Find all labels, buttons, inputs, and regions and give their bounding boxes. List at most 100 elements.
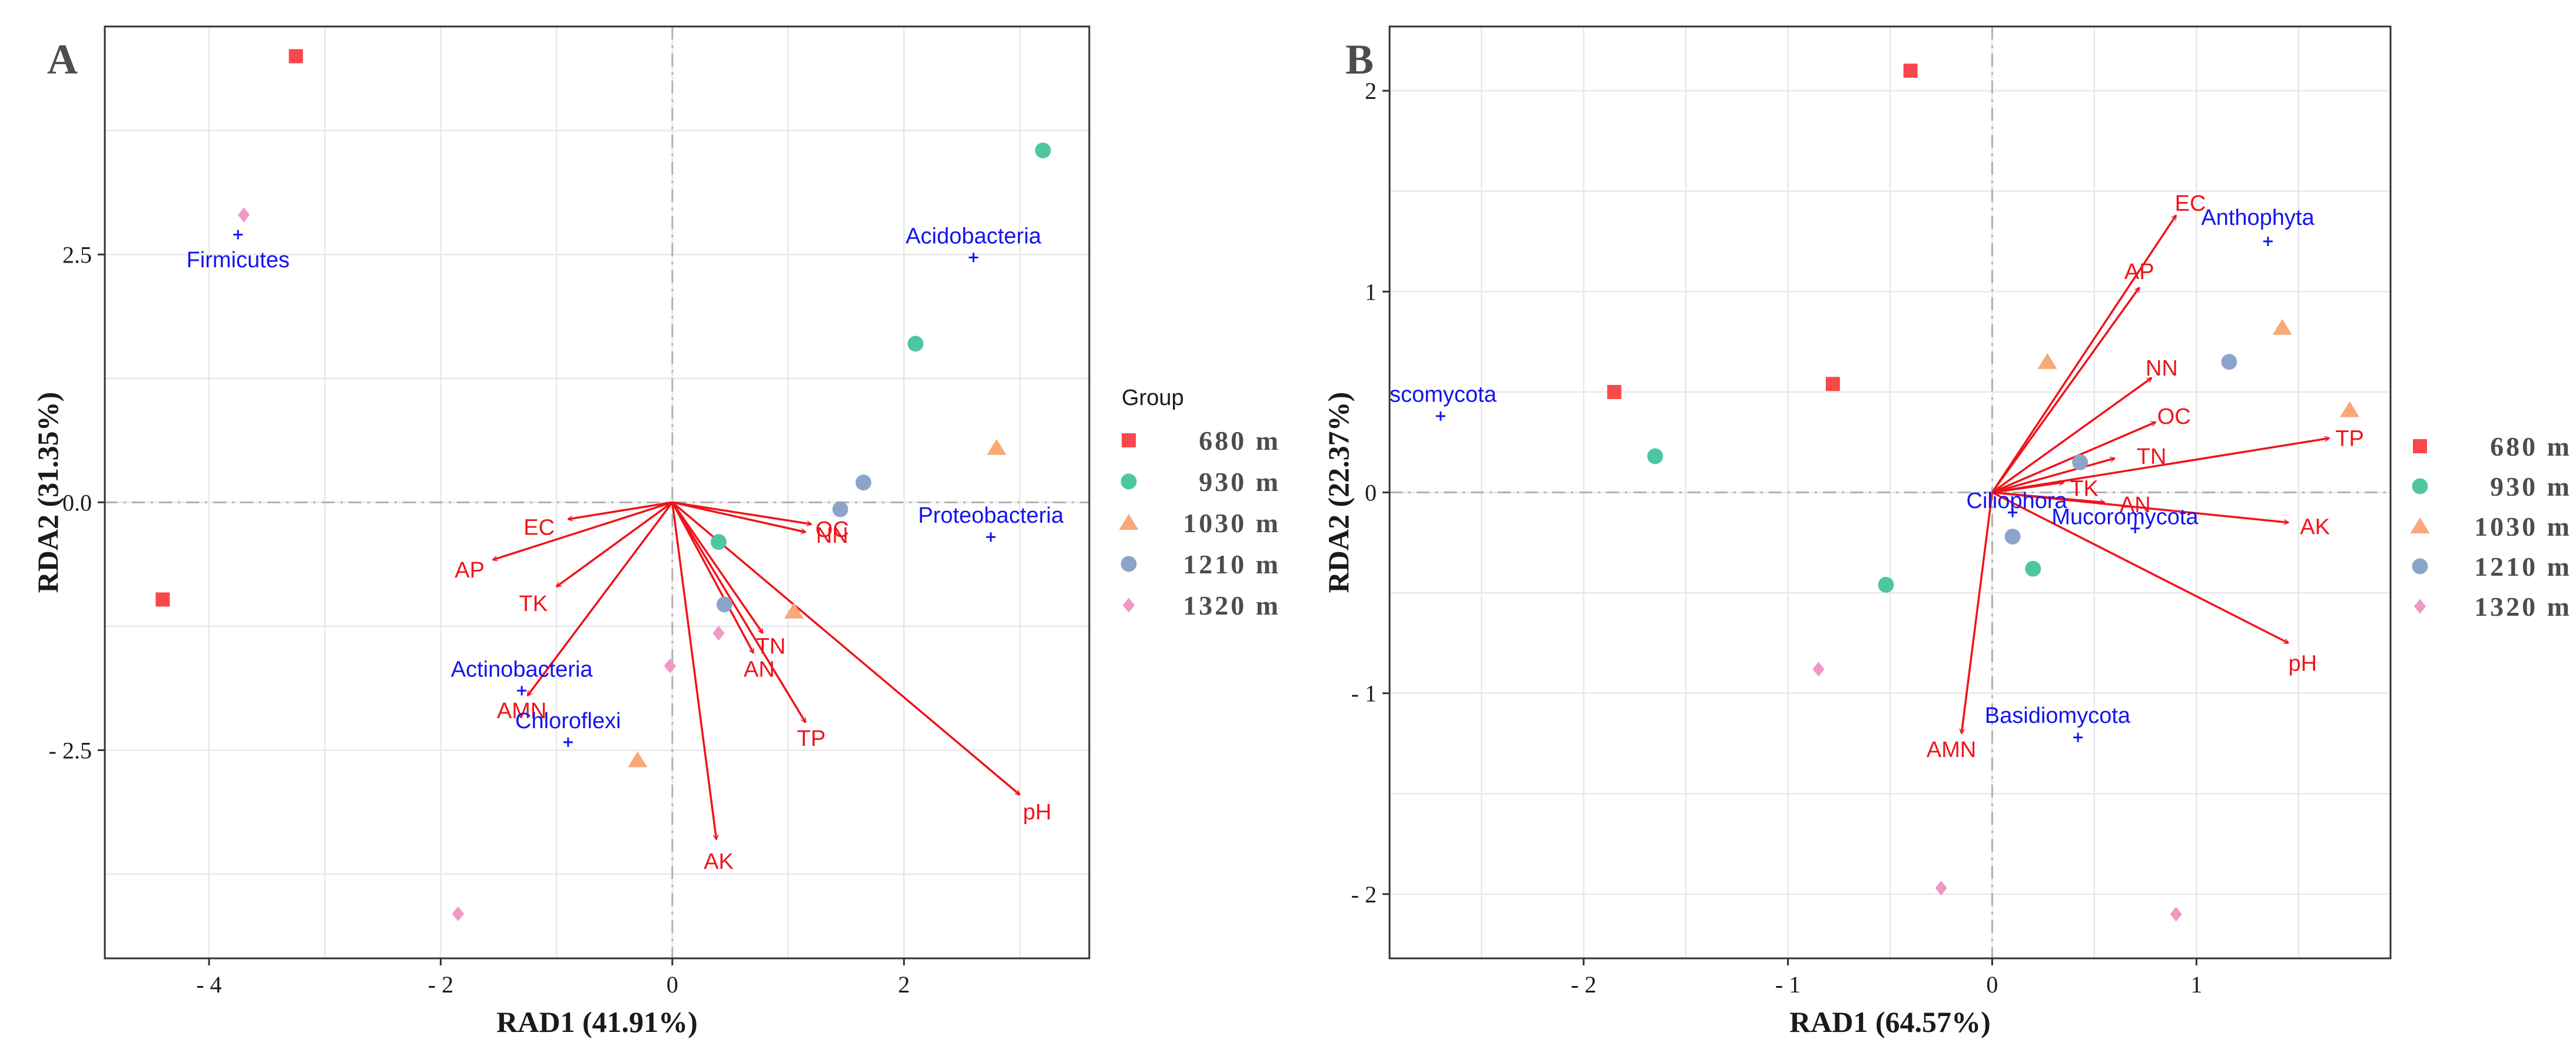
plot-frame: [104, 25, 1090, 960]
x-axis-title: RAD1 (41.91%): [496, 1005, 698, 1038]
legend-item-680-m: 680 m: [2413, 431, 2570, 462]
sample-point-1210-m: [832, 501, 848, 517]
sample-point-1030-m: [2037, 353, 2057, 369]
taxon-anthophyta: Anthophyta: [2201, 205, 2315, 247]
env-vector-label: AK: [704, 849, 734, 874]
taxon-chloroflexi: Chloroflexi: [515, 709, 621, 747]
env-vector-arrow: [1991, 378, 2151, 493]
legend-panel-b: 680 m 930 m 1030 m 1210 m 1320 m: [2410, 431, 2572, 622]
env-vector-arrow: [528, 502, 674, 695]
legend-item-1030-m: 1030 m: [2410, 512, 2570, 542]
env-vector-label: pH: [1023, 800, 1052, 825]
env-vector-ap: AP: [1991, 260, 2154, 493]
legend-key-1320-m: [1122, 597, 1135, 613]
env-vector-arrow: [1991, 422, 2156, 494]
env-vector-label: EC: [2175, 191, 2206, 216]
x-tick-label: 1: [2190, 971, 2202, 998]
env-vector-tn: TN: [1991, 444, 2166, 494]
legend-item-930-m: 930 m: [1120, 467, 1281, 497]
env-vector-label: TP: [797, 726, 826, 751]
env-vector-arrow: [1991, 215, 2177, 493]
env-vector-arrow: [1992, 491, 2288, 523]
taxon-label: Proteobacteria: [918, 503, 1064, 528]
sample-point-930-m: [907, 336, 924, 352]
sample-point-680-m: [155, 592, 170, 607]
env-vector-ap: AP: [455, 501, 673, 583]
taxon-basidiomycota: Basidiomycota: [1985, 703, 2131, 742]
env-vector-arrow: [1991, 491, 2288, 644]
rda-panel-a: - 4 - 2 0 2 - 2.5 0.0 2.5 RAD1 (41.91%) RDA2 (31…: [31, 25, 1090, 1038]
legend-item-1320-m: 1320 m: [2413, 592, 2572, 622]
legend-panel-a: Group 680 m 930 m 1030 m 1210 m 1320 m: [1119, 386, 1281, 620]
legend-label: 1320 m: [2474, 592, 2572, 622]
env-vector-label: OC: [2157, 404, 2191, 429]
sample-point-1320-m: [452, 906, 465, 921]
taxon-label: Acidobacteria: [906, 224, 1042, 248]
env-vector-arrow: [671, 502, 1020, 795]
env-vector-arrow: [672, 501, 805, 532]
taxon-scomycota: scomycota: [1390, 382, 1497, 421]
y-tick-label: 1: [1365, 278, 1377, 305]
env-vector-ak: AK: [671, 502, 734, 874]
legend-key-680-m: [1122, 433, 1136, 447]
taxon-mucoromycota: Mucoromycota: [2051, 504, 2199, 533]
sample-point-930-m: [1647, 448, 1663, 464]
legend-item-1210-m: 1210 m: [2412, 552, 2572, 582]
env-vector-label: OC: [815, 517, 849, 542]
legend-key-1320-m: [2413, 599, 2426, 614]
env-vector-ph: pH: [671, 502, 1052, 825]
env-vector-arrow: [1992, 438, 2329, 494]
sample-point-1320-m: [2170, 907, 2182, 922]
legend-item-930-m: 930 m: [2412, 472, 2570, 502]
sample-point-1210-m: [716, 596, 732, 613]
legend-label: 1320 m: [1183, 590, 1281, 620]
env-vector-arrow: [1991, 288, 2139, 493]
x-tick-label: 0: [1986, 971, 1998, 998]
taxon-label: Firmicutes: [187, 248, 290, 273]
env-vector-ph: pH: [1991, 491, 2317, 676]
taxon-label: Anthophyta: [2201, 205, 2315, 230]
sample-point-1320-m: [1935, 880, 1947, 896]
env-vector-tp: TP: [1992, 426, 2364, 494]
x-tick-label: 0: [667, 971, 678, 998]
sample-point-1320-m: [237, 207, 250, 223]
legend-item-1030-m: 1030 m: [1119, 508, 1281, 538]
env-vector-arrow: [671, 502, 764, 633]
legend-key-680-m: [2413, 439, 2427, 453]
sample-point-1210-m: [2072, 454, 2088, 470]
taxon-label: Mucoromycota: [2051, 504, 2199, 529]
legend-label: 1030 m: [1183, 508, 1281, 538]
legend-label: 930 m: [1199, 467, 1281, 497]
legend-label: 1210 m: [2474, 552, 2572, 582]
x-tick-label: 2: [898, 971, 910, 998]
taxon-label: Chloroflexi: [515, 709, 621, 733]
y-axis-title: RDA2 (31.35%): [31, 392, 64, 593]
x-tick-label: - 2: [428, 971, 453, 998]
env-vector-ec: EC: [523, 501, 673, 540]
sample-point-1320-m: [712, 626, 725, 641]
x-tick-label: - 2: [1571, 971, 1596, 998]
sample-point-1210-m: [2221, 354, 2237, 370]
x-axis-title: RAD1 (64.57%): [1789, 1005, 1991, 1038]
y-tick-label: 0: [1365, 480, 1377, 506]
env-vector-oc: OC: [672, 501, 849, 542]
sample-point-680-m: [1825, 377, 1840, 391]
env-vector-nn: NN: [1991, 356, 2178, 493]
legend-key-1030-m: [2410, 517, 2430, 533]
sample-point-930-m: [711, 534, 727, 550]
sample-point-680-m: [1903, 64, 1918, 78]
env-vector-label: NN: [816, 523, 848, 548]
env-vector-arrow: [671, 502, 807, 722]
taxon-ciliophora: Ciliophora: [1967, 489, 2068, 517]
plot-background: [105, 26, 1089, 958]
env-vector-label: NN: [2146, 356, 2178, 381]
legend-item-680-m: 680 m: [1122, 426, 1278, 456]
sample-point-1030-m: [2340, 401, 2360, 417]
env-vector-label: TK: [519, 592, 548, 616]
env-vector-label: AK: [2300, 514, 2330, 539]
y-axis-title: RDA2 (22.37%): [1322, 392, 1355, 593]
env-vector-arrow: [1991, 459, 2114, 494]
taxon-label: Ciliophora: [1967, 489, 2068, 513]
legend-title: Group: [1122, 386, 1184, 410]
